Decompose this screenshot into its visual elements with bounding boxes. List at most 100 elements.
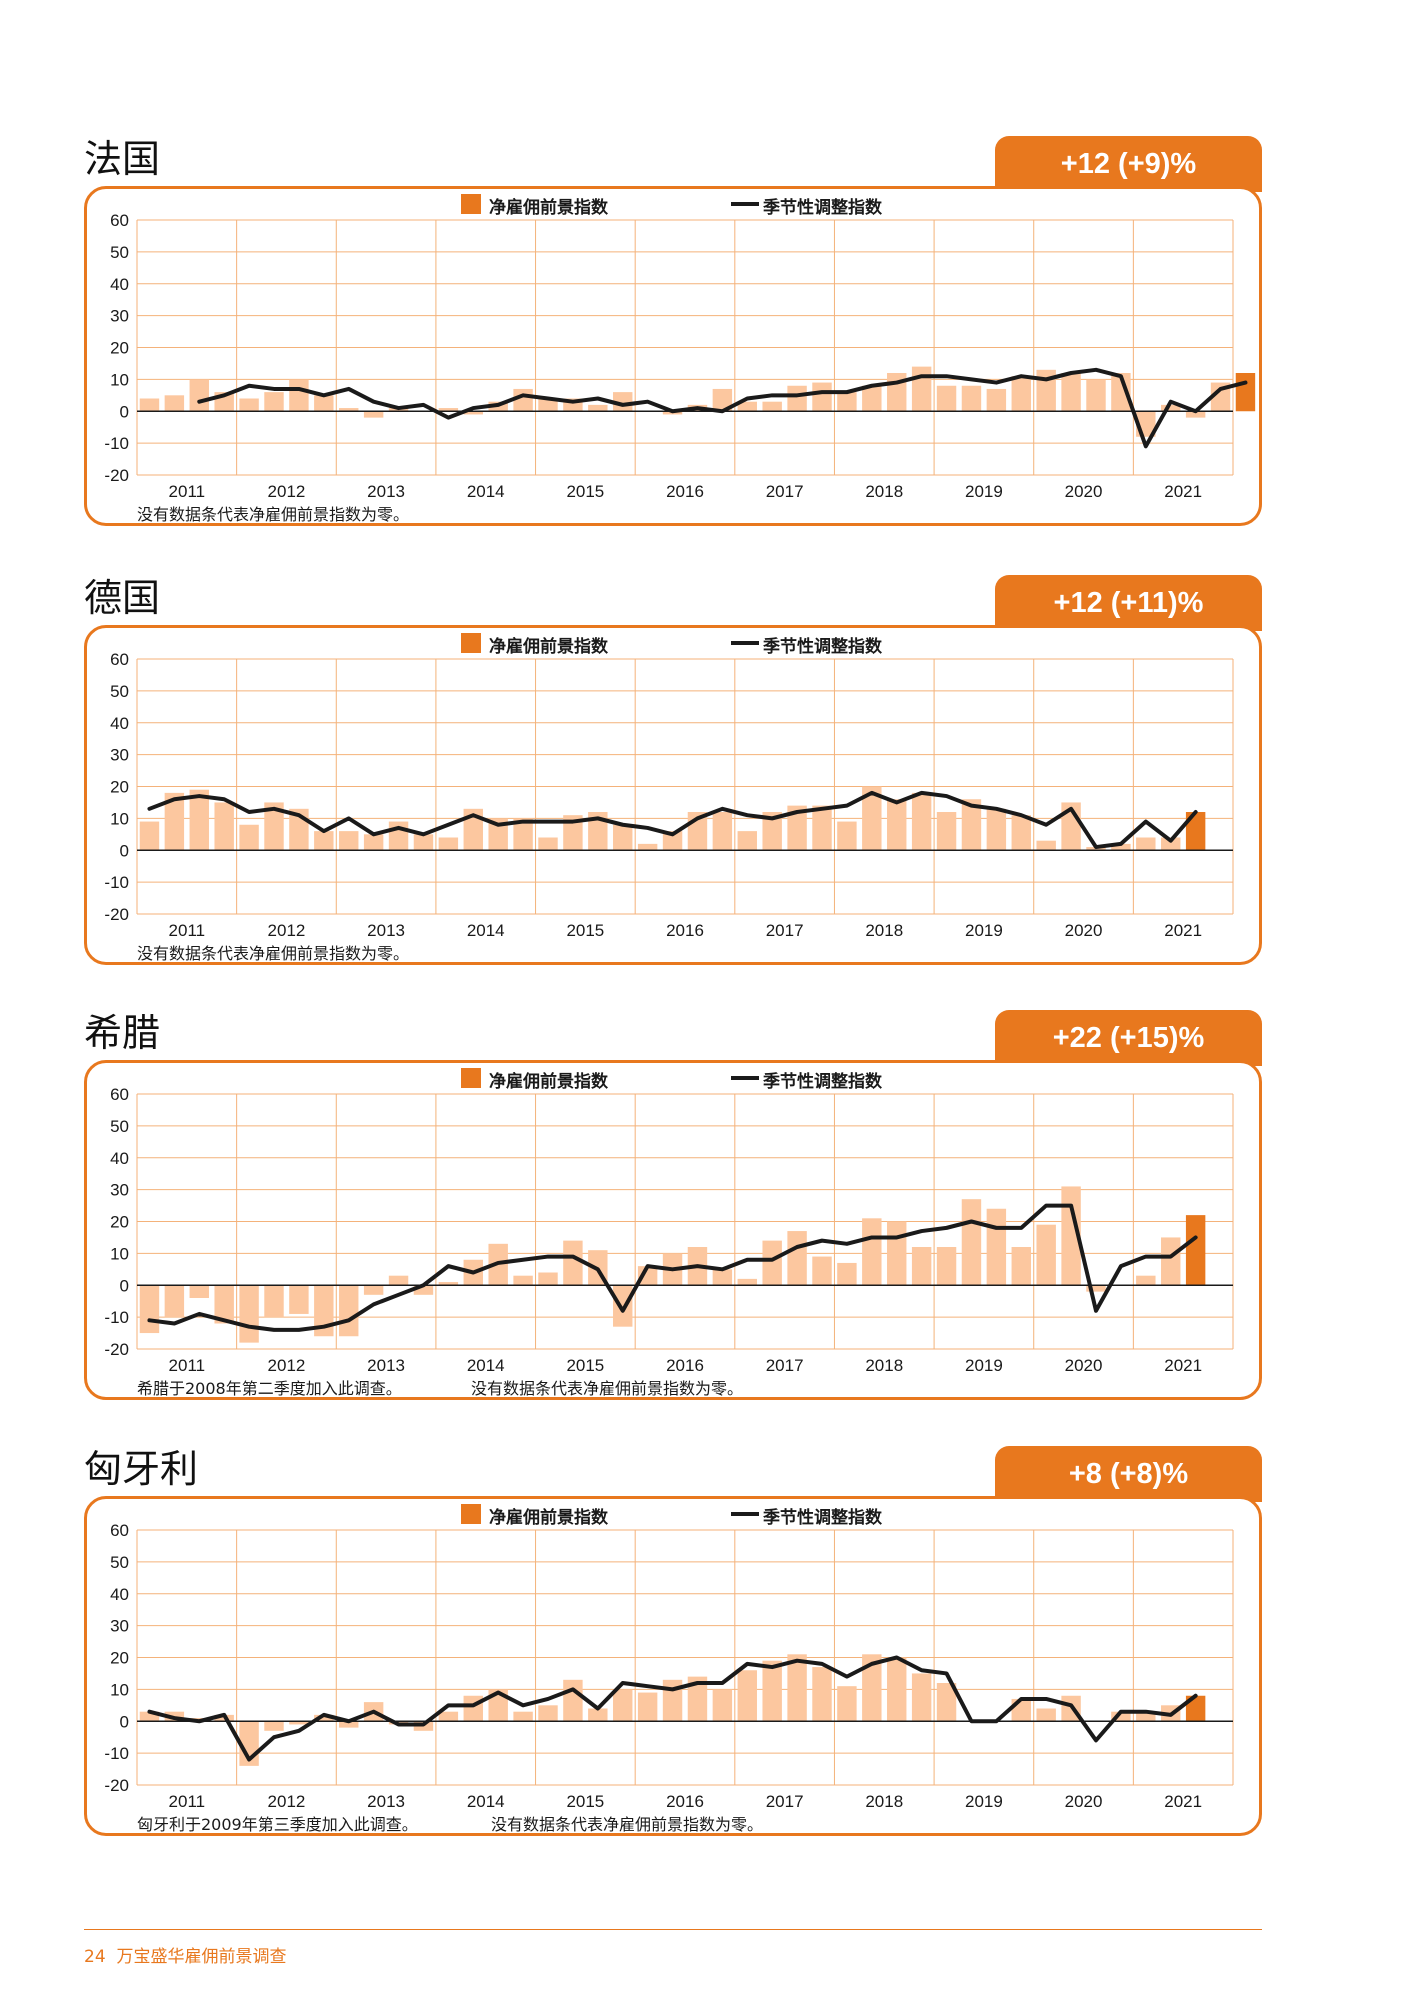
legend-line-label: 季节性调整指数 — [763, 1508, 882, 1528]
bar — [837, 821, 857, 851]
bar — [388, 1275, 409, 1286]
y-tick-label: -20 — [104, 905, 129, 924]
bar — [513, 1275, 533, 1286]
seasonal-line — [147, 790, 1198, 850]
bar — [413, 1285, 434, 1295]
x-tick-label: 2014 — [467, 921, 505, 940]
x-tick-label: 2011 — [169, 1792, 206, 1811]
bar — [538, 1272, 558, 1286]
bar — [1136, 837, 1156, 851]
bar — [139, 1285, 160, 1334]
bar — [1036, 1224, 1056, 1286]
y-tick-label: 10 — [110, 1680, 129, 1699]
bar — [961, 385, 982, 412]
x-tick-label: 2012 — [268, 1792, 306, 1811]
y-tick-label: 0 — [120, 841, 129, 860]
bar — [538, 398, 558, 412]
x-tick-label: 2019 — [965, 1356, 1003, 1375]
x-tick-label: 2017 — [766, 482, 804, 501]
legend-line-label: 季节性调整指数 — [763, 1072, 882, 1092]
y-tick-label: 30 — [110, 746, 129, 765]
bar — [712, 1689, 733, 1722]
bar — [812, 1667, 832, 1722]
bar — [363, 834, 384, 851]
y-tick-label: -10 — [104, 1744, 129, 1763]
x-tick-label: 2013 — [367, 1792, 405, 1811]
bar — [264, 1721, 284, 1731]
bar — [339, 831, 359, 851]
bar — [264, 802, 284, 851]
legend-line-label: 季节性调整指数 — [763, 198, 882, 218]
bar — [737, 831, 757, 851]
legend-bar-swatch — [461, 1068, 481, 1088]
y-tick-label: 50 — [110, 243, 129, 262]
chart-panel: 净雇佣前景指数 季节性调整指数 60 50 40 30 20 10 0 -10 -20 2011 2… — [84, 625, 1262, 965]
bar — [887, 1657, 907, 1722]
x-tick-label: 2011 — [169, 482, 206, 501]
x-tick-label: 2017 — [766, 1792, 804, 1811]
page-number: 24 — [84, 1947, 106, 1967]
bar — [936, 812, 957, 851]
country-title: 希腊 — [84, 1011, 161, 1055]
bar — [986, 388, 1007, 412]
x-tick-label: 2012 — [268, 921, 306, 940]
bar — [812, 1256, 832, 1286]
bar — [538, 837, 558, 851]
bar — [887, 373, 907, 412]
bar — [613, 392, 633, 412]
bar — [1185, 411, 1206, 418]
bar — [289, 1285, 309, 1314]
bar — [588, 1708, 608, 1722]
bar — [189, 789, 209, 851]
y-tick-label: -20 — [104, 466, 129, 485]
x-tick-label: 2021 — [1164, 482, 1202, 501]
bar — [936, 385, 957, 412]
bar — [712, 812, 733, 851]
bar — [837, 1262, 857, 1286]
bar — [513, 388, 533, 412]
bar — [588, 404, 608, 412]
x-tick-label: 2020 — [1065, 482, 1103, 501]
bar — [1111, 373, 1131, 412]
x-tick-label: 2011 — [169, 921, 206, 940]
bar — [613, 824, 633, 851]
bar — [164, 792, 185, 851]
y-tick-label: 50 — [110, 682, 129, 701]
y-tick-label: 30 — [110, 1181, 129, 1200]
bar — [936, 1683, 957, 1722]
bar — [488, 818, 508, 851]
x-tick-label: 2018 — [865, 921, 903, 940]
x-tick-label: 2016 — [666, 482, 704, 501]
y-tick-label: 40 — [110, 1585, 129, 1604]
bar — [887, 799, 907, 851]
x-tick-label: 2012 — [268, 482, 306, 501]
y-tick-label: -10 — [104, 873, 129, 892]
bar — [314, 1714, 334, 1722]
x-tick-label: 2014 — [467, 1792, 505, 1811]
bar — [1011, 1698, 1031, 1722]
bar — [911, 1247, 932, 1286]
bar — [438, 408, 459, 412]
footer: 24 万宝盛华雇佣前景调查 — [84, 1942, 286, 1967]
bar — [812, 382, 832, 412]
y-tick-label: 0 — [120, 1276, 129, 1295]
chart: 60 50 40 30 20 10 0 -10 -20 2011 2012 2013 2014 2015 2… — [104, 1085, 1234, 1375]
x-tick-label: 2020 — [1065, 1356, 1103, 1375]
country-title: 法国 — [84, 137, 161, 181]
bar — [1111, 1711, 1131, 1722]
x-tick-label: 2015 — [566, 482, 604, 501]
x-tick-label: 2020 — [1065, 921, 1103, 940]
legend-line-swatch — [731, 641, 759, 645]
bar — [986, 1208, 1007, 1286]
bar — [1185, 1215, 1206, 1286]
y-tick-label: 10 — [110, 370, 129, 389]
y-tick-label: 20 — [110, 778, 129, 797]
chart-panel: 净雇佣前景指数 季节性调整指数 60 50 40 30 20 10 0 -10 -20 2011 2… — [84, 1060, 1262, 1400]
y-tick-label: 10 — [110, 809, 129, 828]
bar — [438, 1282, 459, 1286]
bar — [662, 831, 683, 851]
x-tick-label: 2015 — [566, 1356, 604, 1375]
y-tick-label: 40 — [110, 714, 129, 733]
bar — [413, 834, 434, 851]
bar — [363, 1285, 384, 1295]
